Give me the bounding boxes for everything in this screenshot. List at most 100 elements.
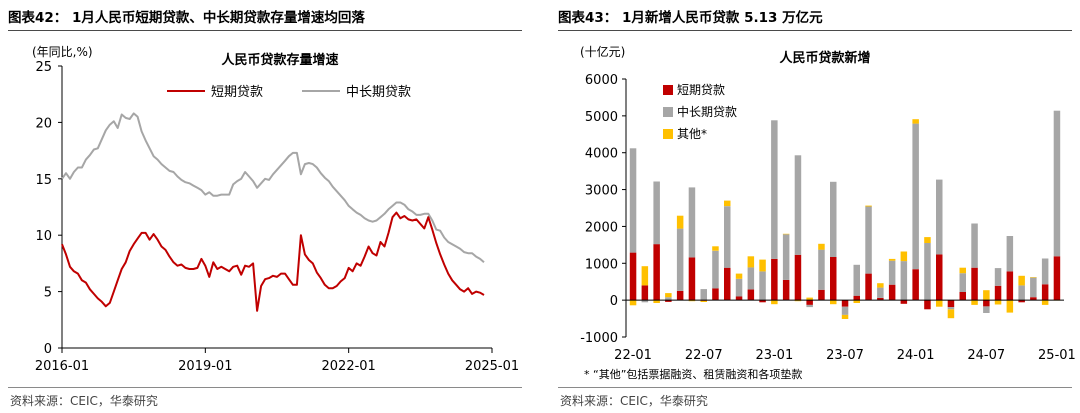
bar-other <box>759 259 766 272</box>
left-heading-rule <box>8 30 522 31</box>
bar-other <box>947 309 955 319</box>
bar-long-term <box>983 306 990 313</box>
x-tick-label: 2019-01 <box>178 359 232 374</box>
bar-long-term <box>947 307 955 310</box>
legend-short-term-label: 短期贷款 <box>677 83 725 97</box>
bar-short-term <box>912 269 919 301</box>
legend-short-term-swatch <box>663 85 673 95</box>
bar-long-term <box>782 234 790 280</box>
bar-other <box>712 246 719 251</box>
bar-other <box>1030 277 1037 278</box>
bar-short-term <box>724 267 731 301</box>
bar-short-term <box>924 300 931 310</box>
bar-other <box>959 267 966 274</box>
x-tick-label: 2022-01 <box>322 359 376 374</box>
y-axis-title: (年同比,%) <box>32 45 93 59</box>
bar-long-term <box>853 264 860 296</box>
bar-long-term <box>653 181 660 245</box>
legend-other-label: 其他* <box>677 127 707 141</box>
bar-other <box>1006 300 1014 313</box>
bar-short-term <box>888 284 896 301</box>
bar-short-term <box>853 295 860 301</box>
bar-long-term <box>665 297 672 301</box>
bar-short-term <box>665 300 672 302</box>
legend-long-term-label: 中长期贷款 <box>677 104 737 119</box>
bar-short-term <box>629 252 637 301</box>
bar-long-term <box>700 289 707 301</box>
bar-other <box>1041 300 1049 305</box>
bar-other <box>676 215 684 229</box>
x-tick-label: 25-01 <box>1038 348 1076 363</box>
bar-short-term <box>641 285 649 301</box>
left-source-rule <box>8 387 522 388</box>
bar-long-term <box>818 249 825 290</box>
bar-long-term <box>688 187 696 258</box>
bar-short-term <box>747 289 755 301</box>
bar-short-term <box>759 300 766 303</box>
y-tick-label: 25 <box>35 60 52 75</box>
bar-short-term <box>712 288 719 301</box>
bar-long-term <box>771 120 778 259</box>
right-source-rule <box>558 387 1072 388</box>
y-tick-label: 10 <box>35 229 52 244</box>
bar-long-term <box>830 181 837 257</box>
x-tick-label: 2025-01 <box>465 359 519 374</box>
bar-short-term <box>947 300 955 308</box>
bar-short-term <box>959 292 966 301</box>
bar-other <box>830 300 837 305</box>
bar-other <box>1018 275 1025 286</box>
bar-other <box>641 266 649 286</box>
y-tick-label: 2000 <box>585 220 618 235</box>
bar-other <box>747 256 755 268</box>
bar-long-term <box>1030 277 1037 298</box>
bar-short-term <box>653 244 660 301</box>
bar-long-term <box>912 123 919 270</box>
chart-title: 人民币贷款存量增速 <box>221 52 338 68</box>
bar-other <box>794 300 802 302</box>
bar-other <box>724 200 731 207</box>
bar-short-term <box>1018 300 1025 303</box>
bar-short-term <box>865 273 872 301</box>
bar-other <box>994 300 1002 305</box>
bar-short-term <box>936 254 943 301</box>
bar-other <box>665 293 672 298</box>
bar-other <box>818 243 825 250</box>
bar-short-term <box>1030 297 1037 301</box>
y-tick-label: 20 <box>35 116 52 131</box>
bar-other <box>700 300 707 302</box>
right-heading-rule <box>558 30 1072 31</box>
bar-long-term <box>1041 258 1049 285</box>
bar-long-term <box>747 267 755 290</box>
bar-short-term <box>994 285 1002 301</box>
y-tick-label: 4000 <box>585 147 618 162</box>
chart-title: 人民币贷款新增 <box>779 50 870 66</box>
bar-long-term <box>841 306 849 315</box>
x-tick-label: 23-07 <box>826 348 864 363</box>
y-tick-label: 5000 <box>585 110 618 125</box>
bar-long-term <box>936 179 943 255</box>
bar-other <box>912 119 919 124</box>
bar-other <box>877 283 884 288</box>
bar-other <box>924 237 931 243</box>
y-axis-title: (十亿元) <box>580 44 625 59</box>
bar-other <box>771 300 778 305</box>
y-tick-label: 6000 <box>585 73 618 88</box>
bar-other <box>841 314 849 319</box>
bar-long-term <box>959 273 966 292</box>
bar-long-term <box>641 300 649 303</box>
bar-long-term <box>629 148 637 253</box>
bar-other <box>865 205 872 207</box>
bar-short-term <box>794 254 802 301</box>
bar-other <box>688 300 696 302</box>
bar-other <box>653 300 660 303</box>
y-tick-label: 5 <box>44 286 52 301</box>
bar-short-term <box>900 300 908 304</box>
y-tick-label: 1000 <box>585 257 618 272</box>
y-tick-label: 3000 <box>585 184 618 199</box>
legend-short-term-label: 短期贷款 <box>211 85 263 100</box>
legend-other-swatch <box>663 129 673 139</box>
right-panel-heading: 图表43： 1月新增人民币贷款 5.13 万亿元 <box>558 10 823 26</box>
bar-short-term <box>841 300 849 307</box>
bar-short-term <box>688 257 696 301</box>
x-tick-label: 22-07 <box>685 348 723 363</box>
